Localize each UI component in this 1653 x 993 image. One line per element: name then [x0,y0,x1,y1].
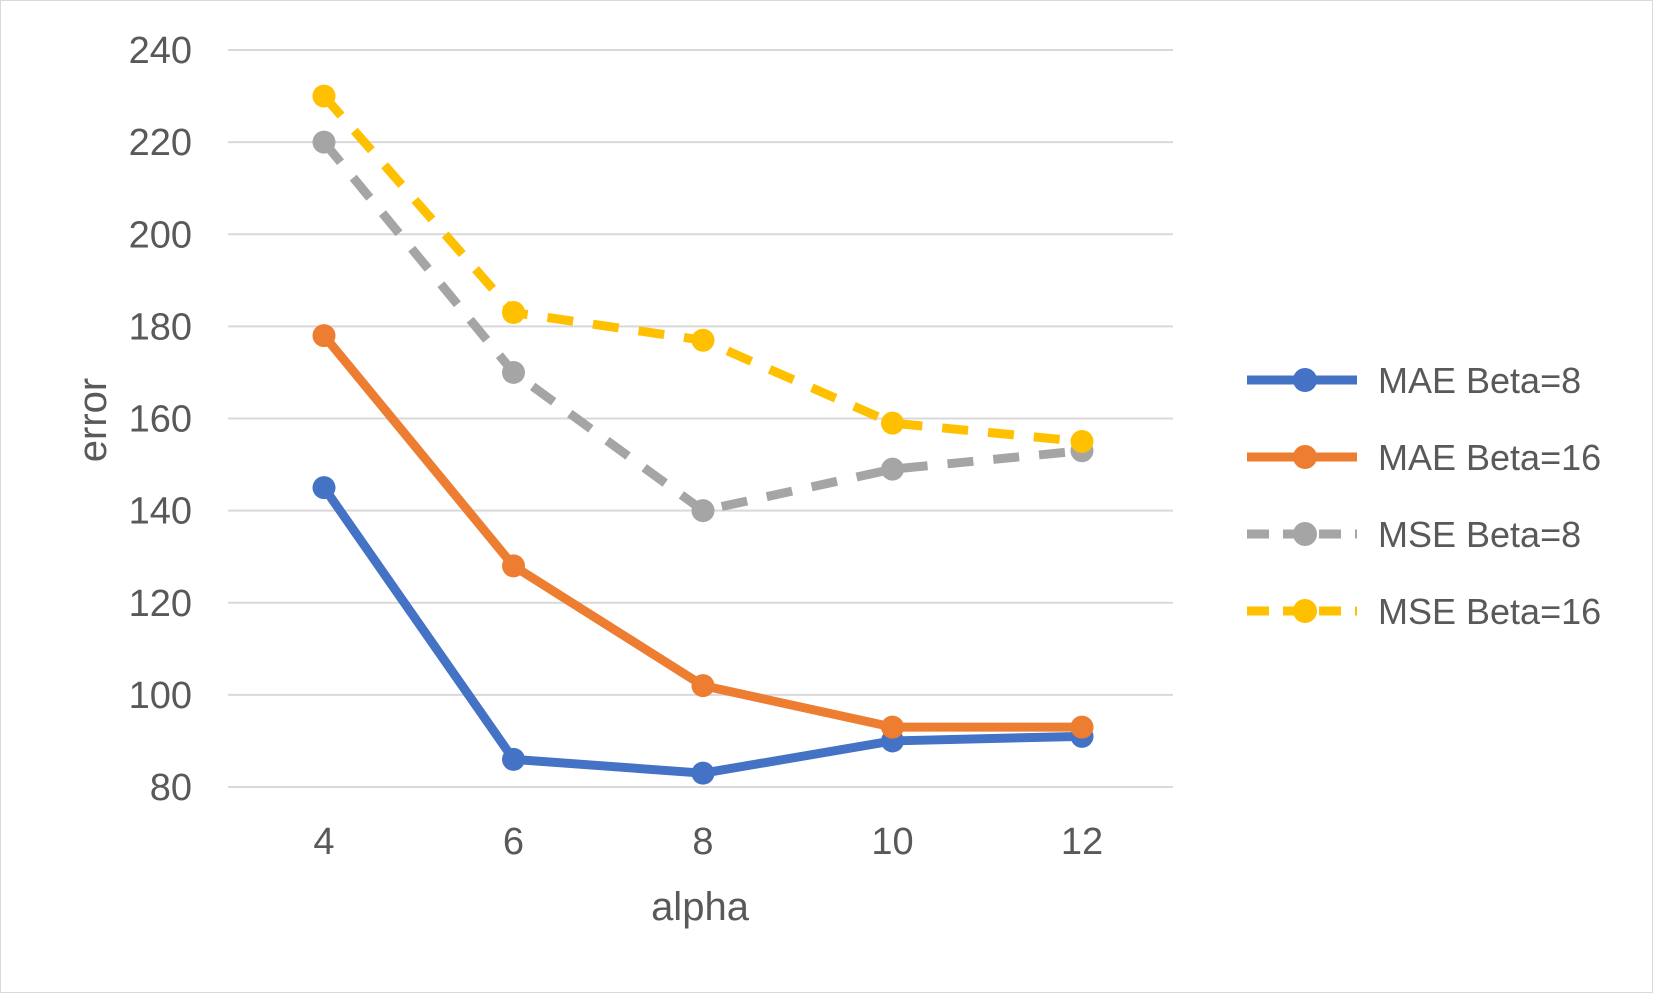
data-point [502,301,525,325]
data-point [1070,715,1094,739]
series-mae-beta-8 [312,476,1094,785]
series-mae-beta-16 [312,324,1094,739]
x-tick-label: 4 [313,821,334,863]
legend-swatch-marker [1293,522,1317,546]
data-point [312,324,336,348]
legend-swatch-marker [1293,599,1317,623]
series-line [320,93,1083,447]
data-point [312,84,336,108]
x-tick-label: 12 [1061,821,1103,863]
data-point [502,554,525,578]
series-mse-beta-16 [312,84,1094,454]
data-point [881,411,904,435]
legend-item: MAE Beta=16 [1247,437,1601,478]
legend-label: MSE Beta=16 [1378,591,1601,632]
data-point [502,747,525,771]
data-point [312,476,336,500]
y-tick-label: 220 [129,122,192,164]
series-group [312,84,1094,785]
legend-item: MAE Beta=8 [1247,360,1581,401]
x-axis-ticks: 4 6 8 10 12 [313,821,1103,863]
series-line [320,139,1083,516]
y-tick-label: 200 [129,214,192,256]
x-tick-label: 8 [692,821,713,863]
data-point [502,360,525,384]
legend-label: MAE Beta=8 [1378,360,1581,401]
data-point [691,328,715,352]
y-axis-ticks: 80 100 120 140 160 180 200 220 240 [129,30,192,809]
series-line [319,331,1087,732]
x-axis-title: alpha [651,885,750,929]
data-point [1070,430,1094,454]
y-tick-label: 180 [129,306,192,348]
legend-item: MSE Beta=8 [1247,514,1581,555]
legend-swatch-marker [1293,368,1317,392]
y-tick-label: 80 [150,767,192,809]
data-point [881,715,904,739]
legend-swatch-marker [1293,445,1317,469]
gridlines [228,49,1173,788]
data-point [312,130,336,154]
y-tick-label: 100 [129,675,192,717]
y-axis-title: error [71,378,115,462]
legend-label: MAE Beta=16 [1378,437,1601,478]
legend-label: MSE Beta=8 [1378,514,1581,555]
y-tick-label: 140 [129,491,192,533]
y-tick-label: 160 [129,399,192,441]
data-point [691,499,715,523]
y-tick-label: 120 [129,583,192,625]
y-tick-label: 240 [129,30,192,72]
series-mse-beta-8 [312,130,1094,523]
x-tick-label: 6 [503,821,524,863]
data-point [691,761,715,785]
legend-item: MSE Beta=16 [1247,591,1601,632]
data-point [691,674,715,698]
data-point [881,457,904,481]
x-tick-label: 10 [871,821,913,863]
legend: MAE Beta=8 MAE Beta=16 MSE Beta=8 MSE Beta=… [1247,360,1601,632]
